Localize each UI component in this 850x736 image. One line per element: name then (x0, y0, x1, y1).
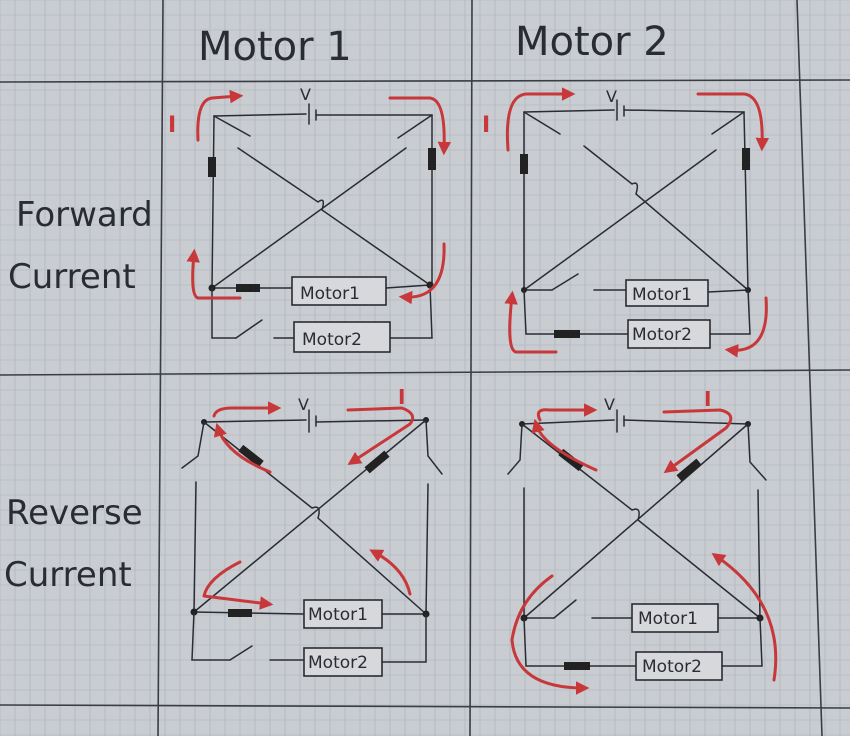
column-header-motor2: Motor 2 (515, 19, 669, 65)
column-header-motor1: Motor 1 (198, 24, 352, 70)
motor2-label: Motor2 (632, 325, 692, 345)
motor1-label: Motor1 (308, 605, 368, 625)
resistor (236, 284, 260, 292)
current-label: I (168, 113, 176, 138)
resistor (208, 157, 216, 177)
motor1-label: Motor1 (638, 609, 698, 629)
resistor (228, 609, 252, 617)
current-label: I (704, 387, 711, 411)
motor2-label: Motor2 (642, 657, 702, 677)
motor2-label: Motor2 (302, 330, 362, 350)
voltage-label: V (298, 395, 309, 414)
circuit-motor2-reverse: V Motor1 Motor2 I (507, 387, 778, 695)
motor1-box (303, 599, 383, 629)
circuit-motor1-reverse: V Motor1 Motor2 I (181, 385, 443, 677)
motor1-box (291, 276, 387, 306)
motor1-label: Motor1 (632, 285, 692, 305)
resistor (428, 148, 436, 170)
motor2-box (635, 651, 723, 681)
current-label: I (482, 113, 490, 138)
voltage-label: V (300, 85, 311, 104)
motor1-box (625, 279, 709, 307)
resistor (238, 444, 264, 468)
motor2-box (627, 319, 711, 349)
voltage-label: V (604, 395, 615, 414)
resistor (520, 154, 528, 174)
resistor (676, 458, 702, 482)
resistor (564, 662, 590, 670)
row-header-forward: Forward (16, 195, 153, 235)
row-header-reverse: Reverse (6, 493, 143, 533)
row-header-reverse-current: Current (4, 555, 132, 595)
motor2-box (293, 321, 391, 353)
current-label: I (398, 385, 405, 409)
motor2-label: Motor2 (308, 653, 368, 673)
circuit-motor1-forward: V Motor1 Motor2 I (168, 85, 452, 353)
circuit-motor2-forward: V Motor1 Motor2 I (482, 87, 770, 358)
resistor (554, 330, 580, 338)
row-header-forward-current: Current (8, 257, 136, 297)
voltage-label: V (606, 87, 617, 106)
resistor (742, 148, 750, 170)
resistor (364, 450, 390, 474)
motor1-label: Motor1 (300, 284, 360, 304)
